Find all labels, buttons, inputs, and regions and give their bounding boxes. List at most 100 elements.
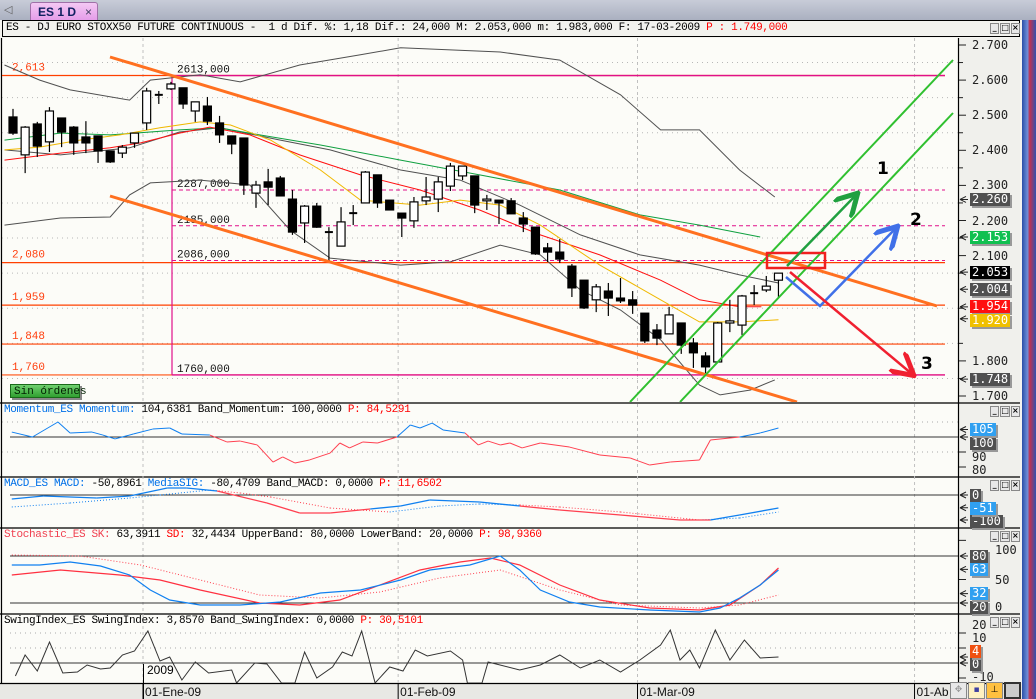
candle[interactable] bbox=[761, 275, 771, 293]
candle[interactable] bbox=[69, 126, 79, 155]
candle[interactable] bbox=[567, 264, 577, 298]
candle[interactable] bbox=[372, 174, 383, 208]
candle[interactable] bbox=[397, 212, 407, 237]
candle[interactable] bbox=[591, 284, 601, 313]
candle[interactable] bbox=[457, 165, 468, 181]
candle[interactable] bbox=[227, 135, 237, 155]
drawing-annotations[interactable]: 1 2 3 bbox=[109, 55, 954, 402]
candle[interactable] bbox=[628, 291, 638, 314]
candle[interactable] bbox=[421, 176, 431, 206]
candle[interactable] bbox=[300, 205, 310, 243]
close-icon[interactable]: × bbox=[1010, 480, 1020, 491]
candle[interactable] bbox=[494, 199, 504, 225]
candle[interactable] bbox=[251, 180, 261, 208]
close-icon[interactable]: × bbox=[1010, 617, 1020, 628]
candle[interactable] bbox=[470, 175, 480, 214]
channel-upper-line[interactable] bbox=[109, 55, 938, 308]
candle[interactable] bbox=[239, 137, 249, 195]
scenario-3-arrow[interactable] bbox=[789, 271, 912, 374]
candle[interactable] bbox=[603, 282, 613, 316]
candle[interactable] bbox=[8, 108, 18, 135]
candle[interactable] bbox=[518, 212, 528, 233]
candle[interactable] bbox=[482, 194, 492, 210]
minimize-icon[interactable]: _ bbox=[990, 617, 1000, 628]
candle[interactable] bbox=[44, 107, 55, 153]
candle[interactable] bbox=[166, 81, 176, 90]
candle[interactable] bbox=[287, 189, 298, 235]
pin-icon[interactable]: ⊥ bbox=[986, 682, 1003, 699]
candle[interactable] bbox=[750, 285, 759, 306]
candle[interactable] bbox=[773, 272, 784, 298]
candle[interactable] bbox=[409, 196, 419, 228]
candle[interactable] bbox=[433, 176, 443, 213]
candle[interactable] bbox=[385, 199, 395, 211]
candle[interactable] bbox=[713, 321, 723, 363]
channel-lower-line[interactable] bbox=[109, 194, 798, 402]
candle[interactable] bbox=[688, 338, 699, 368]
candle[interactable] bbox=[555, 239, 565, 263]
scenario-1-arrow[interactable] bbox=[786, 195, 856, 267]
price-tick-label: 2.500 bbox=[972, 108, 1009, 123]
candle[interactable] bbox=[360, 171, 370, 204]
candle[interactable] bbox=[105, 150, 115, 163]
candle[interactable] bbox=[56, 117, 67, 148]
candle[interactable] bbox=[32, 121, 42, 157]
candle[interactable] bbox=[640, 312, 650, 343]
candle[interactable] bbox=[336, 207, 346, 247]
minimize-icon[interactable]: _ bbox=[990, 480, 1000, 491]
maximize-icon[interactable]: □ bbox=[1000, 23, 1010, 34]
candle[interactable] bbox=[178, 87, 188, 109]
candle[interactable] bbox=[117, 145, 127, 159]
candle-body bbox=[433, 181, 443, 200]
breakout-zone-box[interactable] bbox=[765, 251, 827, 270]
maximize-icon[interactable]: □ bbox=[1000, 531, 1010, 542]
tab-scroll-left-icon[interactable]: ◁ bbox=[4, 4, 13, 16]
candle[interactable] bbox=[530, 226, 541, 255]
candle[interactable] bbox=[190, 101, 200, 122]
maximize-icon[interactable]: □ bbox=[1000, 406, 1010, 417]
candle[interactable] bbox=[737, 294, 747, 335]
candle[interactable] bbox=[202, 96, 212, 126]
minimize-icon[interactable]: _ bbox=[990, 23, 1000, 34]
candle[interactable] bbox=[700, 352, 711, 376]
close-icon[interactable]: × bbox=[1010, 23, 1020, 34]
candle[interactable] bbox=[579, 279, 589, 309]
candle[interactable] bbox=[324, 227, 333, 262]
maximize-icon[interactable]: □ bbox=[1000, 617, 1010, 628]
orders-button[interactable]: Sin órdenes bbox=[10, 384, 87, 398]
candle[interactable] bbox=[652, 324, 662, 346]
candle[interactable] bbox=[263, 168, 273, 206]
uptrend-lower-line[interactable] bbox=[679, 112, 954, 402]
candle[interactable] bbox=[154, 90, 163, 104]
candle[interactable] bbox=[129, 132, 140, 148]
candle[interactable] bbox=[349, 205, 358, 226]
candle[interactable] bbox=[142, 87, 152, 130]
candle[interactable] bbox=[81, 121, 91, 154]
maximize-icon[interactable]: □ bbox=[1000, 480, 1010, 491]
candle[interactable] bbox=[615, 278, 626, 303]
candle[interactable] bbox=[312, 202, 322, 228]
macd-line bbox=[479, 501, 520, 507]
close-icon[interactable]: × bbox=[1010, 406, 1020, 417]
minimize-icon[interactable]: _ bbox=[990, 531, 1000, 542]
candle[interactable] bbox=[214, 115, 225, 143]
candle[interactable] bbox=[725, 299, 735, 333]
uptrend-upper-line[interactable] bbox=[629, 59, 954, 402]
minimize-icon[interactable]: _ bbox=[990, 406, 1000, 417]
candle[interactable] bbox=[275, 175, 285, 197]
tab-close-icon[interactable]: × bbox=[85, 5, 93, 19]
scenario-2-arrow[interactable] bbox=[785, 228, 896, 308]
move-icon[interactable]: ✥ bbox=[950, 682, 967, 699]
candle[interactable] bbox=[506, 198, 516, 215]
macd-line bbox=[620, 514, 681, 521]
tab-es-1d[interactable]: ES 1 D × bbox=[30, 2, 98, 21]
save-icon[interactable]: ▪ bbox=[968, 682, 985, 699]
candle[interactable] bbox=[20, 126, 30, 174]
candle[interactable] bbox=[542, 242, 553, 262]
square-icon[interactable] bbox=[1004, 682, 1021, 699]
candle[interactable] bbox=[93, 135, 103, 163]
candle[interactable] bbox=[664, 306, 674, 335]
close-icon[interactable]: × bbox=[1010, 531, 1020, 542]
candle[interactable] bbox=[445, 162, 455, 192]
